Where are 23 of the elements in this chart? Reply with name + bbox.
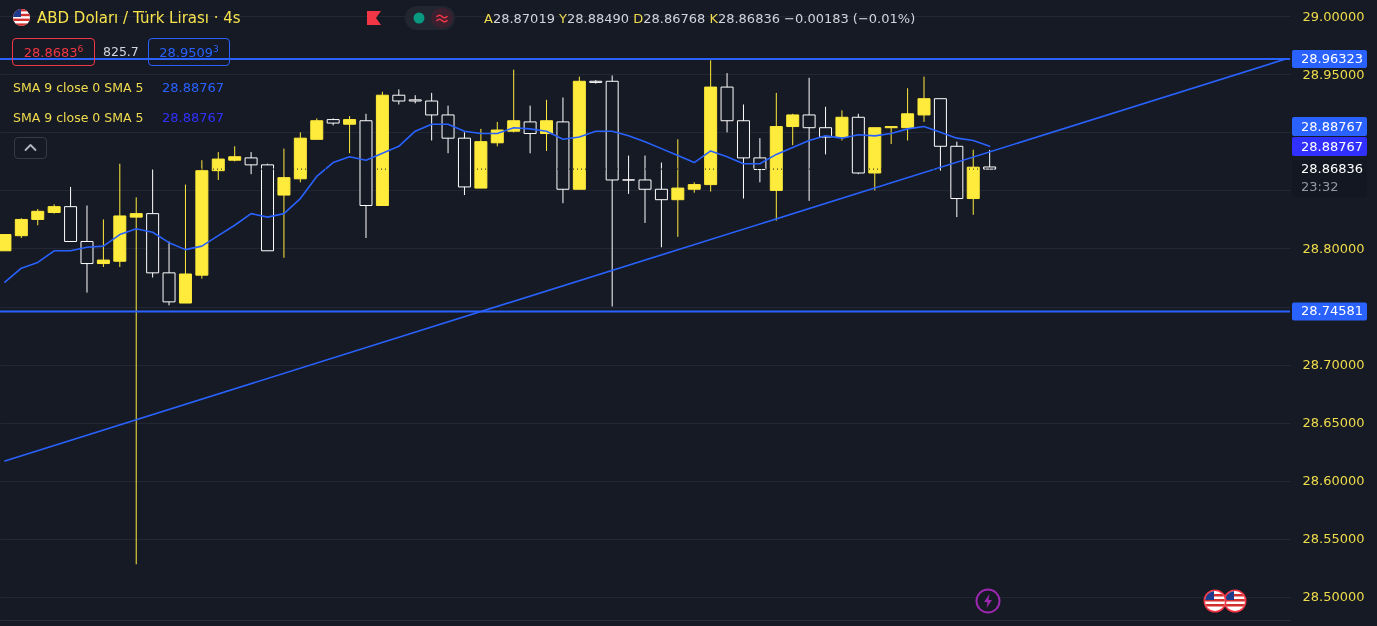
annotation: 28.9509$^{3}$ <box>148 38 230 66</box>
y-tick-label: 29.00000 <box>1302 8 1365 24</box>
y-tick-label: 28.60000 <box>1302 473 1365 489</box>
y-tick-label: 28.95000 <box>1302 66 1365 82</box>
text: A28.87019 Y28.88490 D28.86768 K28.86836 −0.00183 (−0.01%) <box>484 11 916 27</box>
y-tick-label: 28.80000 <box>1302 240 1365 256</box>
text: 28.88767 <box>1292 137 1367 156</box>
y-tick-label: 28.70000 <box>1302 357 1365 373</box>
y-tick-label: 28.50000 <box>1302 589 1365 605</box>
annotation: SMA 9 close 0 SMA 5 <box>13 110 144 126</box>
annotation: 825.7 <box>103 44 139 60</box>
text: ABD Doları / Türk Lirası · 4s <box>37 9 241 27</box>
annotation: 28.88767 <box>162 80 225 96</box>
text: 28.88767 <box>1292 117 1367 136</box>
annotation: SMA 9 close 0 SMA 5 <box>13 80 144 96</box>
ref-line-label: 28.96323 <box>1301 50 1364 66</box>
ref-line-label: 28.74581 <box>1301 303 1364 319</box>
y-tick-label: 28.65000 <box>1302 415 1365 431</box>
text: 23:32 <box>1292 178 1367 197</box>
ref-line-label: 28.86836 <box>1301 161 1364 177</box>
annotation: 28.88767 <box>162 110 225 126</box>
annotation: 28.8683$^{6}$ <box>12 38 95 66</box>
y-tick-label: 28.55000 <box>1302 531 1365 547</box>
